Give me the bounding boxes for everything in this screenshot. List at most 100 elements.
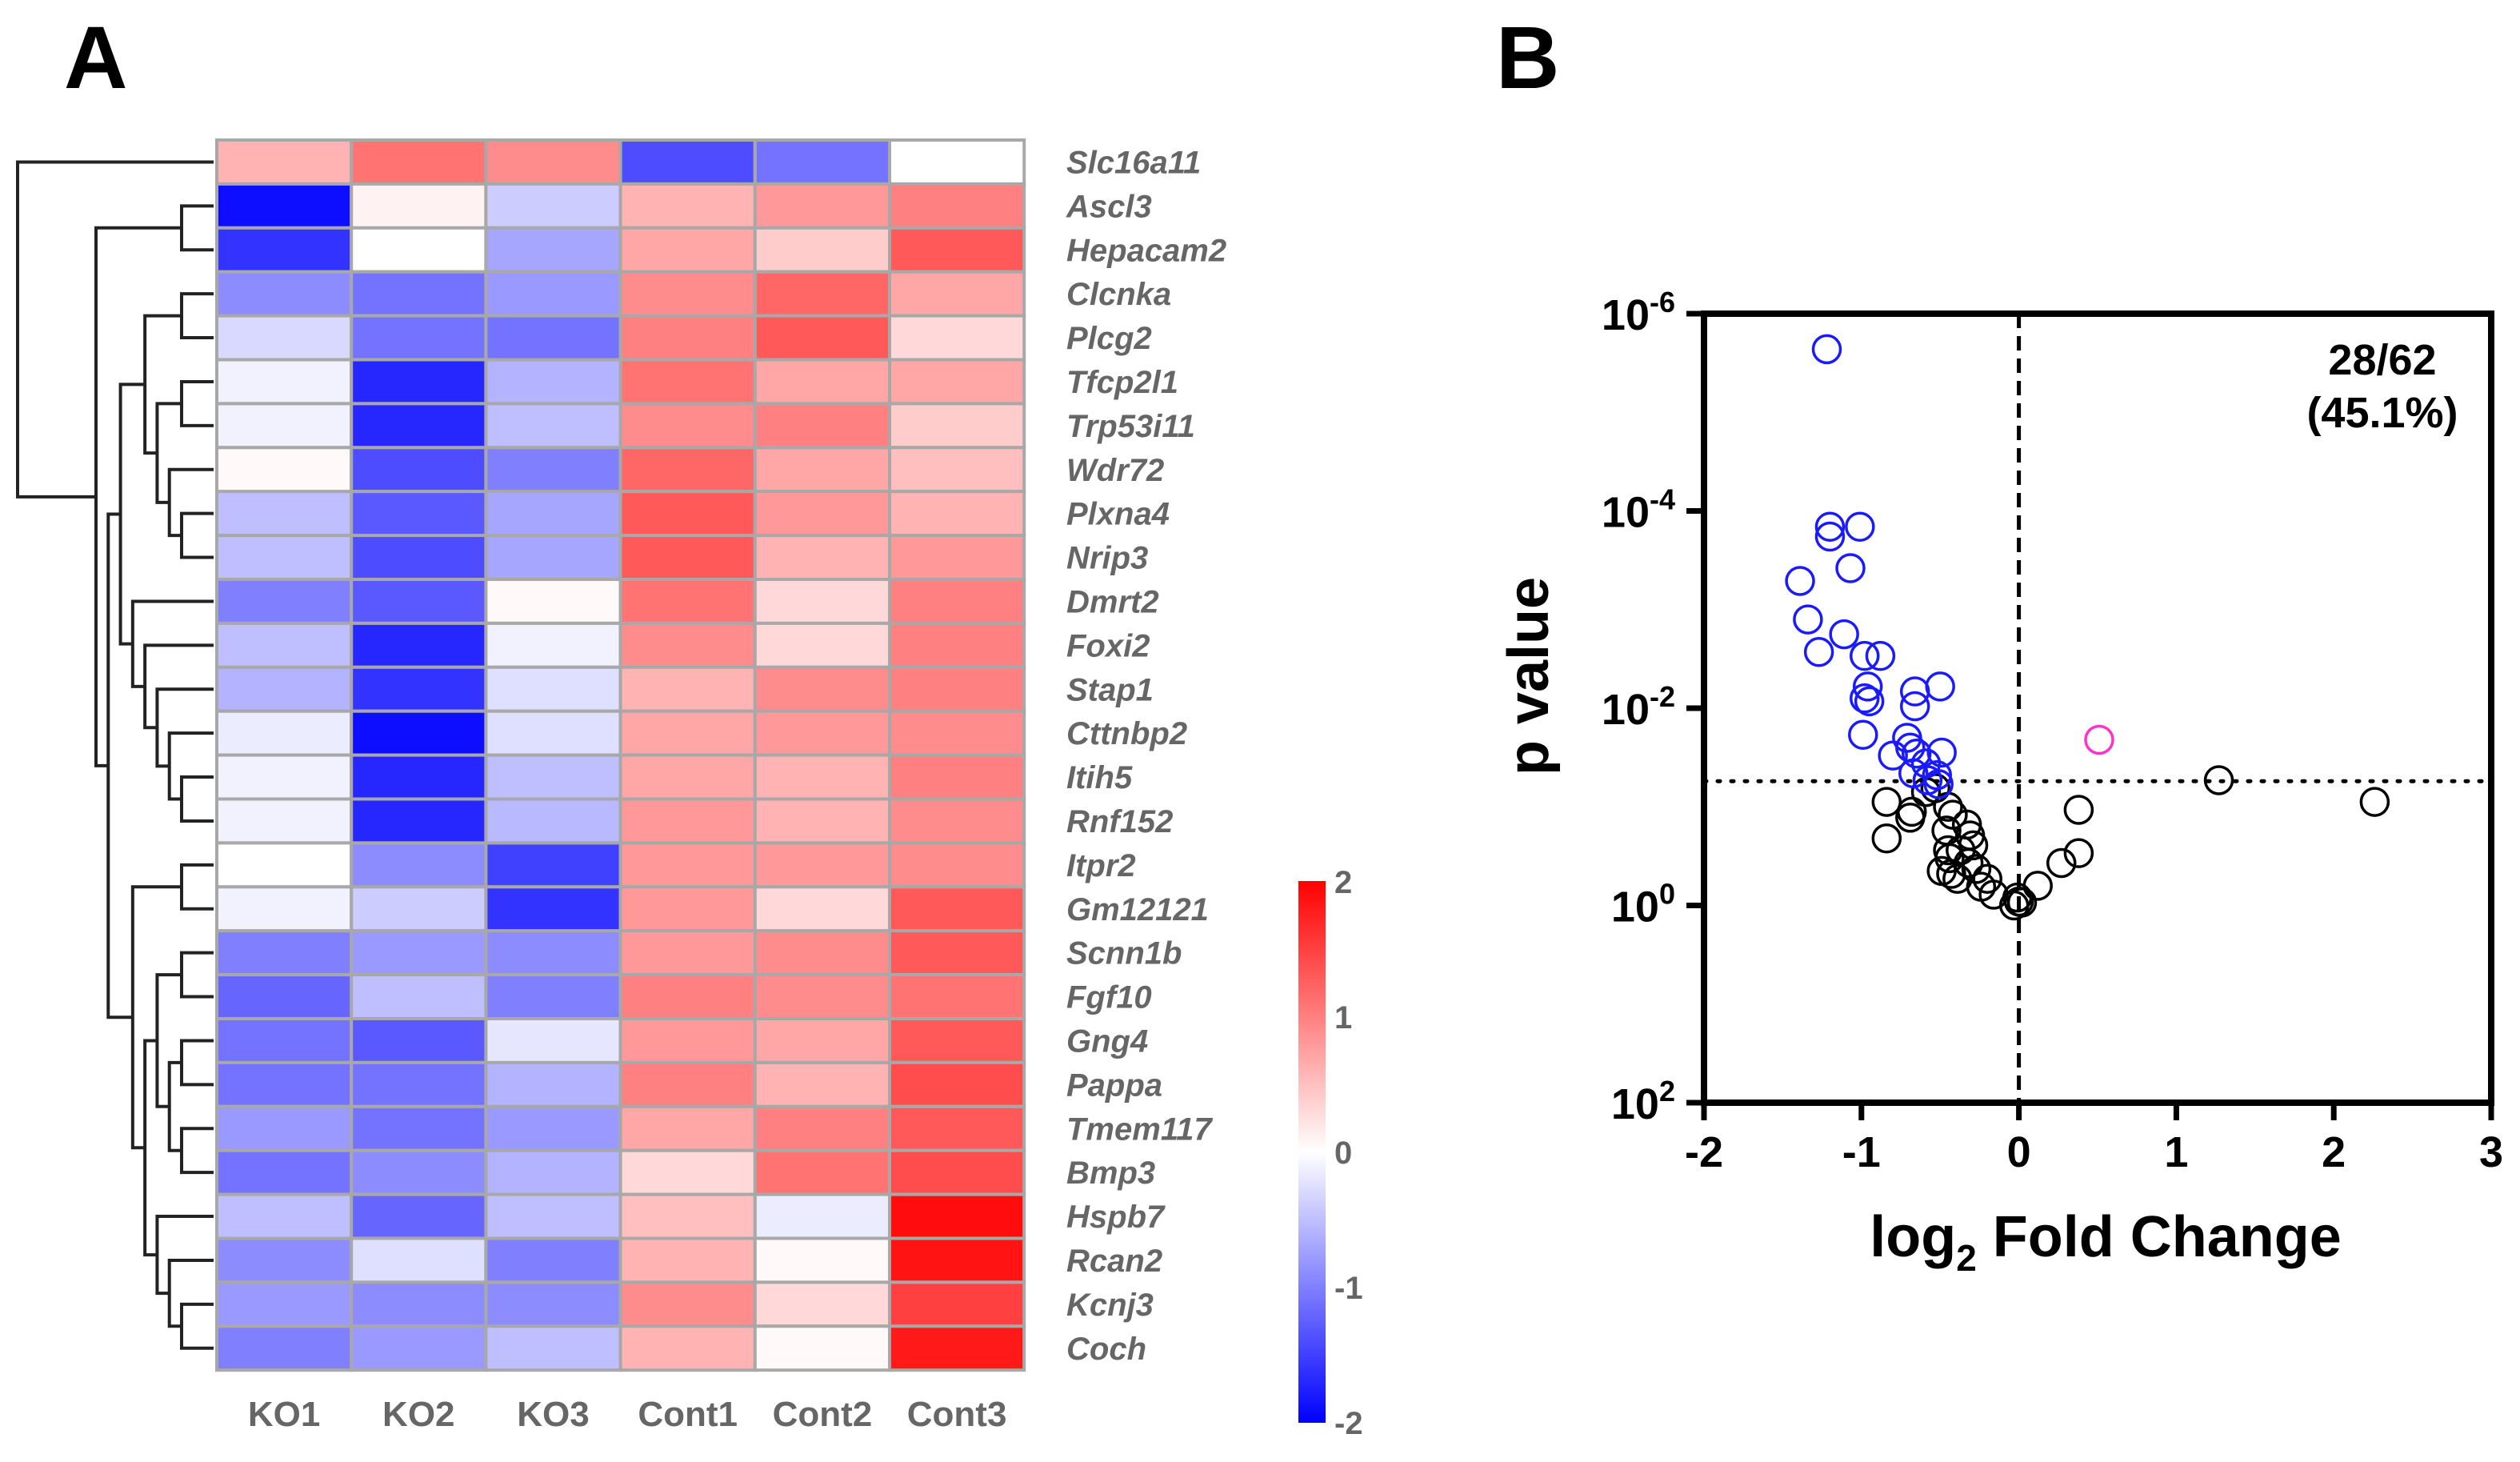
heatmap-cell: [888, 446, 1026, 494]
heatmap-cell: [215, 1236, 354, 1284]
heatmap-cell: [618, 929, 757, 977]
heatmap-cell: [350, 973, 488, 1020]
dendrogram-branch: [180, 1302, 214, 1350]
dendrogram-branch: [167, 467, 214, 538]
heatmap-cell: [618, 270, 757, 318]
heatmap-cell: [350, 1148, 488, 1196]
heatmap-cell: [618, 358, 757, 406]
point-ns: [1895, 803, 1926, 833]
point-down: [1848, 719, 1878, 751]
heatmap-cell: [350, 226, 488, 274]
point-down: [1814, 511, 1846, 542]
heatmap-cell: [888, 665, 1026, 713]
heatmap-cell: [215, 753, 354, 801]
heatmap-cell: [350, 797, 488, 845]
heatmap-cell: [888, 1104, 1026, 1152]
heatmap-cell: [215, 578, 354, 625]
dendrogram-branch: [155, 1215, 214, 1296]
colorbar: 2 1 0 -1 -2: [1298, 865, 1363, 1441]
heatmap-cell: [350, 314, 488, 362]
heatmap-cell: [753, 929, 891, 977]
heatmap-cell: [618, 402, 757, 450]
point-down: [1811, 334, 1842, 365]
y-tick-exponent: 2: [1659, 1075, 1675, 1108]
heatmap-cell: [888, 753, 1026, 801]
gene-label: Ascl3: [1066, 189, 1152, 224]
heatmap-cell: [888, 1148, 1026, 1196]
column-label: Cont2: [773, 1395, 873, 1434]
heatmap-cell: [618, 1060, 757, 1108]
heatmap-cell: [215, 665, 354, 713]
x-axis-title: log2 Fold Change: [1870, 1205, 2342, 1279]
heatmap-cell: [350, 1280, 488, 1328]
heatmap-cell: [350, 621, 488, 669]
x-tick-label: 0: [2007, 1128, 2031, 1176]
point-down: [1793, 604, 1823, 635]
heatmap-cell: [215, 138, 354, 186]
y-tick-exponent: 0: [1659, 878, 1675, 911]
heatmap-cell: [350, 446, 488, 494]
column-label: KO2: [382, 1395, 454, 1434]
heatmap-cell: [618, 1104, 757, 1152]
heatmap-cell: [350, 138, 488, 186]
point-down: [1854, 686, 1885, 717]
heatmap-cell: [888, 226, 1026, 274]
heatmap-cell: [215, 446, 354, 494]
heatmap-cell: [484, 578, 622, 625]
heatmap-cell: [484, 1017, 622, 1064]
point-ns: [1966, 871, 1997, 902]
point-ns: [2203, 765, 2234, 795]
heatmap-cell: [618, 753, 757, 801]
dendrogram-branch: [143, 643, 214, 730]
heatmap-cell: [618, 665, 757, 713]
point-ns: [2006, 887, 2038, 918]
y-tick-label: 10-4: [1602, 483, 1675, 537]
heatmap-cell: [350, 1192, 488, 1240]
heatmap-cell: [618, 973, 757, 1020]
x-axis-title-part: Fold Change: [1977, 1205, 2342, 1269]
heatmap-cell: [888, 1192, 1026, 1240]
point-down: [1849, 640, 1880, 671]
gene-label: Foxi2: [1066, 628, 1150, 663]
heatmap-cell: [350, 490, 488, 538]
y-tick-base: 10: [1602, 291, 1650, 339]
dendrogram-branch: [155, 973, 182, 1108]
heatmap-cell: [888, 973, 1026, 1020]
point-down: [1852, 671, 1883, 702]
heatmap-cell: [215, 226, 354, 274]
y-axis-title: p value: [1497, 577, 1561, 775]
gene-label: Trp53i11: [1066, 409, 1195, 444]
heatmap-cell: [215, 490, 354, 538]
y-tick-base: 10: [1602, 686, 1650, 734]
gene-label: Tmem117: [1066, 1112, 1213, 1147]
heatmap-cell: [618, 1280, 757, 1328]
x-tick-label: -1: [1842, 1128, 1881, 1176]
heatmap-cell: [618, 314, 757, 362]
dendrogram-branch: [180, 379, 214, 427]
heatmap-cell: [350, 402, 488, 450]
point-down: [1785, 566, 1815, 596]
gene-label: Nrip3: [1066, 541, 1148, 576]
dendrogram-branch: [167, 731, 214, 801]
heatmap-cell: [888, 1236, 1026, 1284]
heatmap-cell: [618, 490, 757, 538]
dendrogram-branch: [155, 402, 182, 504]
heatmap-cell: [350, 182, 488, 230]
heatmap-cell: [484, 182, 622, 230]
heatmap-cell: [618, 1017, 757, 1064]
heatmap-cell: [618, 226, 757, 274]
heatmap-cell: [215, 1192, 354, 1240]
y-tick-base: 10: [1611, 1080, 1659, 1128]
row-dendrogram: [16, 160, 214, 1350]
gene-label: Cttnbp2: [1066, 716, 1187, 751]
point-down: [1803, 636, 1834, 667]
point-ns: [2063, 795, 2094, 825]
gene-label: Stap1: [1066, 672, 1154, 707]
heatmap-cell: [484, 973, 622, 1020]
heatmap-cell: [484, 665, 622, 713]
gene-label: Hepacam2: [1066, 233, 1226, 268]
heatmap-cell: [888, 1280, 1026, 1328]
dendrogram-branch: [167, 1258, 214, 1328]
